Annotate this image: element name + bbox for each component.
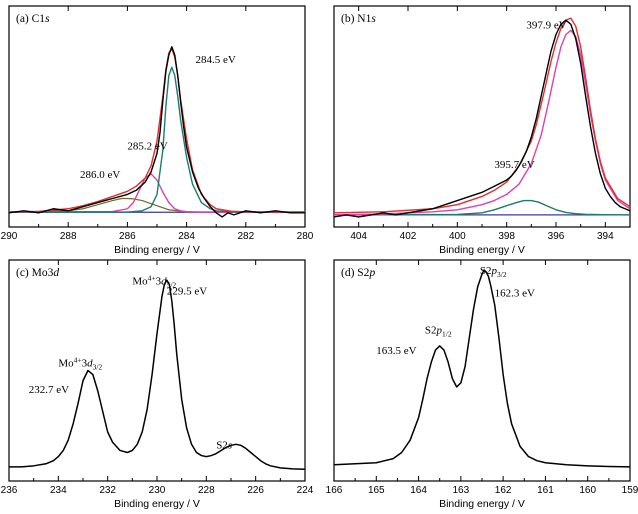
x-tick-label: 224: [297, 485, 314, 496]
series-group: [9, 46, 305, 218]
peak-annotation: 285.2 eV: [127, 140, 167, 152]
peak-annotation: 395.7 eV: [494, 159, 534, 171]
peak-annotation: 286.0 eV: [80, 169, 120, 181]
peak-label: Mo4+3d5/2: [132, 273, 176, 289]
panel-a: 290 288 286 284 282 280 Binding energy / V (a) …: [1, 5, 314, 256]
peak-annotation: 397.9 eV: [526, 19, 566, 31]
panel-label: (b) N1s: [341, 13, 376, 25]
panel-c: 236 234 232 230 228 226 224 Binding energy / V (…: [1, 259, 314, 510]
panel-label: (d) S2p: [341, 267, 375, 279]
series-group: [334, 269, 630, 468]
x-tick-label: 163: [453, 485, 470, 496]
panel-d: 166 165 164 163 162 161 160 159 Binding energy /…: [326, 259, 638, 510]
x-axis-label: Binding energy / V: [439, 498, 525, 510]
x-tick-label: 232: [99, 485, 116, 496]
peak-label: S2p1/2: [425, 325, 452, 339]
x-tick-label: 230: [149, 485, 166, 496]
peak-annotation: 162.3 eV: [495, 288, 535, 300]
x-tick-label: 166: [326, 485, 343, 496]
x-tick-label: 402: [400, 231, 417, 242]
series-group: [9, 279, 305, 471]
x-tick-label: 164: [410, 485, 427, 496]
x-tick-label: 400: [449, 231, 466, 242]
series-experimental: [334, 269, 630, 468]
series-envelope: [334, 17, 630, 214]
x-tick-label: 234: [50, 485, 67, 496]
x-axis-label: Binding energy / V: [114, 244, 200, 256]
x-tick-label: 288: [60, 231, 77, 242]
peak-annotation: 284.5 eV: [195, 54, 235, 66]
series-main_peak: [334, 199, 630, 216]
series-experimental: [9, 279, 305, 471]
panel-frame: [8, 259, 306, 482]
x-tick-label: 160: [579, 485, 596, 496]
x-tick-label: 286: [119, 231, 136, 242]
series-second_peak: [334, 29, 630, 216]
series-experimental: [334, 19, 630, 218]
panel-label: (c) Mo3d: [16, 267, 59, 279]
series-group: [334, 17, 630, 218]
x-tick-label: 290: [1, 231, 18, 242]
panel-label: (a) C1s: [16, 13, 50, 25]
x-tick-label: 162: [495, 485, 512, 496]
x-tick-label: 284: [178, 231, 195, 242]
peak-annotation: 229.5 eV: [167, 286, 207, 298]
x-tick-label: 165: [368, 485, 385, 496]
x-tick-label: 159: [622, 485, 638, 496]
x-tick-label: 282: [237, 231, 254, 242]
peak-annotation: 163.5 eV: [376, 345, 416, 357]
x-axis-label: Binding energy / V: [114, 498, 200, 510]
x-tick-label: 394: [597, 231, 614, 242]
peak-annotation: S2s: [216, 439, 232, 451]
x-tick-label: 280: [297, 231, 314, 242]
x-tick-label: 161: [537, 485, 554, 496]
series-experimental: [9, 46, 305, 218]
series-second_peak: [9, 173, 305, 213]
x-tick-label: 404: [350, 231, 367, 242]
x-axis-label: Binding energy / V: [439, 244, 525, 256]
series-envelope: [9, 48, 305, 213]
series-main_peak: [9, 66, 305, 213]
x-tick-label: 228: [198, 485, 215, 496]
x-tick-label: 236: [1, 485, 18, 496]
panel-frame: [333, 259, 631, 482]
panel-frame: [333, 5, 631, 228]
peak-label: Mo4+3d3/2: [58, 355, 102, 371]
x-tick-label: 398: [498, 231, 515, 242]
peak-annotation: 232.7 eV: [29, 384, 69, 396]
x-tick-label: 396: [548, 231, 565, 242]
x-tick-label: 226: [247, 485, 264, 496]
panel-b: 404 402 400 398 396 394 Binding energy / V (b) …: [333, 5, 631, 256]
peak-label: S2p3/2: [480, 265, 507, 279]
